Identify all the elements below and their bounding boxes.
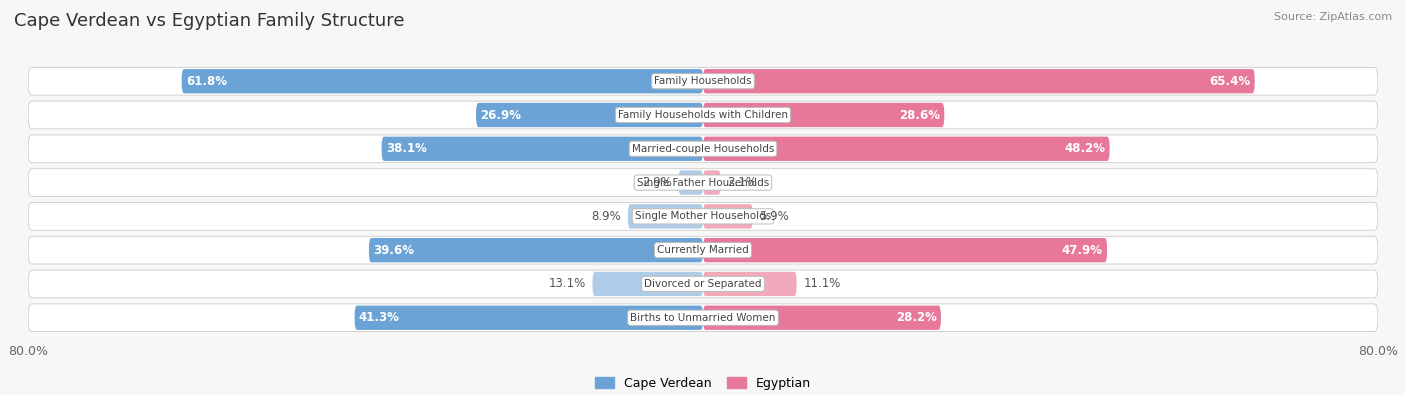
FancyBboxPatch shape <box>28 101 1378 129</box>
FancyBboxPatch shape <box>703 204 752 229</box>
FancyBboxPatch shape <box>28 270 1378 298</box>
FancyBboxPatch shape <box>28 236 1378 264</box>
Text: 8.9%: 8.9% <box>592 210 621 223</box>
Text: Single Mother Households: Single Mother Households <box>636 211 770 221</box>
Text: 28.2%: 28.2% <box>896 311 936 324</box>
FancyBboxPatch shape <box>354 306 703 330</box>
FancyBboxPatch shape <box>28 304 1378 331</box>
Text: Family Households: Family Households <box>654 76 752 86</box>
Text: 26.9%: 26.9% <box>481 109 522 122</box>
Text: Cape Verdean vs Egyptian Family Structure: Cape Verdean vs Egyptian Family Structur… <box>14 12 405 30</box>
Text: Currently Married: Currently Married <box>657 245 749 255</box>
Text: 5.9%: 5.9% <box>759 210 789 223</box>
FancyBboxPatch shape <box>28 169 1378 196</box>
FancyBboxPatch shape <box>703 103 945 127</box>
FancyBboxPatch shape <box>703 137 1109 161</box>
Text: 47.9%: 47.9% <box>1062 244 1102 257</box>
FancyBboxPatch shape <box>703 238 1107 262</box>
FancyBboxPatch shape <box>181 69 703 93</box>
Text: Family Households with Children: Family Households with Children <box>619 110 787 120</box>
FancyBboxPatch shape <box>628 204 703 229</box>
Text: 28.6%: 28.6% <box>898 109 941 122</box>
Text: 41.3%: 41.3% <box>359 311 399 324</box>
Text: 48.2%: 48.2% <box>1064 142 1105 155</box>
FancyBboxPatch shape <box>703 69 1254 93</box>
Text: 65.4%: 65.4% <box>1209 75 1250 88</box>
Legend: Cape Verdean, Egyptian: Cape Verdean, Egyptian <box>591 372 815 395</box>
FancyBboxPatch shape <box>679 170 703 195</box>
FancyBboxPatch shape <box>703 306 941 330</box>
Text: Source: ZipAtlas.com: Source: ZipAtlas.com <box>1274 12 1392 22</box>
FancyBboxPatch shape <box>368 238 703 262</box>
FancyBboxPatch shape <box>477 103 703 127</box>
FancyBboxPatch shape <box>703 170 721 195</box>
Text: 11.1%: 11.1% <box>803 277 841 290</box>
Text: Divorced or Separated: Divorced or Separated <box>644 279 762 289</box>
FancyBboxPatch shape <box>28 135 1378 163</box>
Text: 2.9%: 2.9% <box>643 176 672 189</box>
Text: Single Father Households: Single Father Households <box>637 178 769 188</box>
Text: 39.6%: 39.6% <box>373 244 415 257</box>
Text: Married-couple Households: Married-couple Households <box>631 144 775 154</box>
Text: 38.1%: 38.1% <box>385 142 426 155</box>
FancyBboxPatch shape <box>703 272 797 296</box>
FancyBboxPatch shape <box>28 68 1378 95</box>
Text: 2.1%: 2.1% <box>727 176 758 189</box>
Text: 13.1%: 13.1% <box>548 277 586 290</box>
FancyBboxPatch shape <box>592 272 703 296</box>
FancyBboxPatch shape <box>28 203 1378 230</box>
FancyBboxPatch shape <box>381 137 703 161</box>
Text: 61.8%: 61.8% <box>186 75 226 88</box>
Text: Births to Unmarried Women: Births to Unmarried Women <box>630 313 776 323</box>
